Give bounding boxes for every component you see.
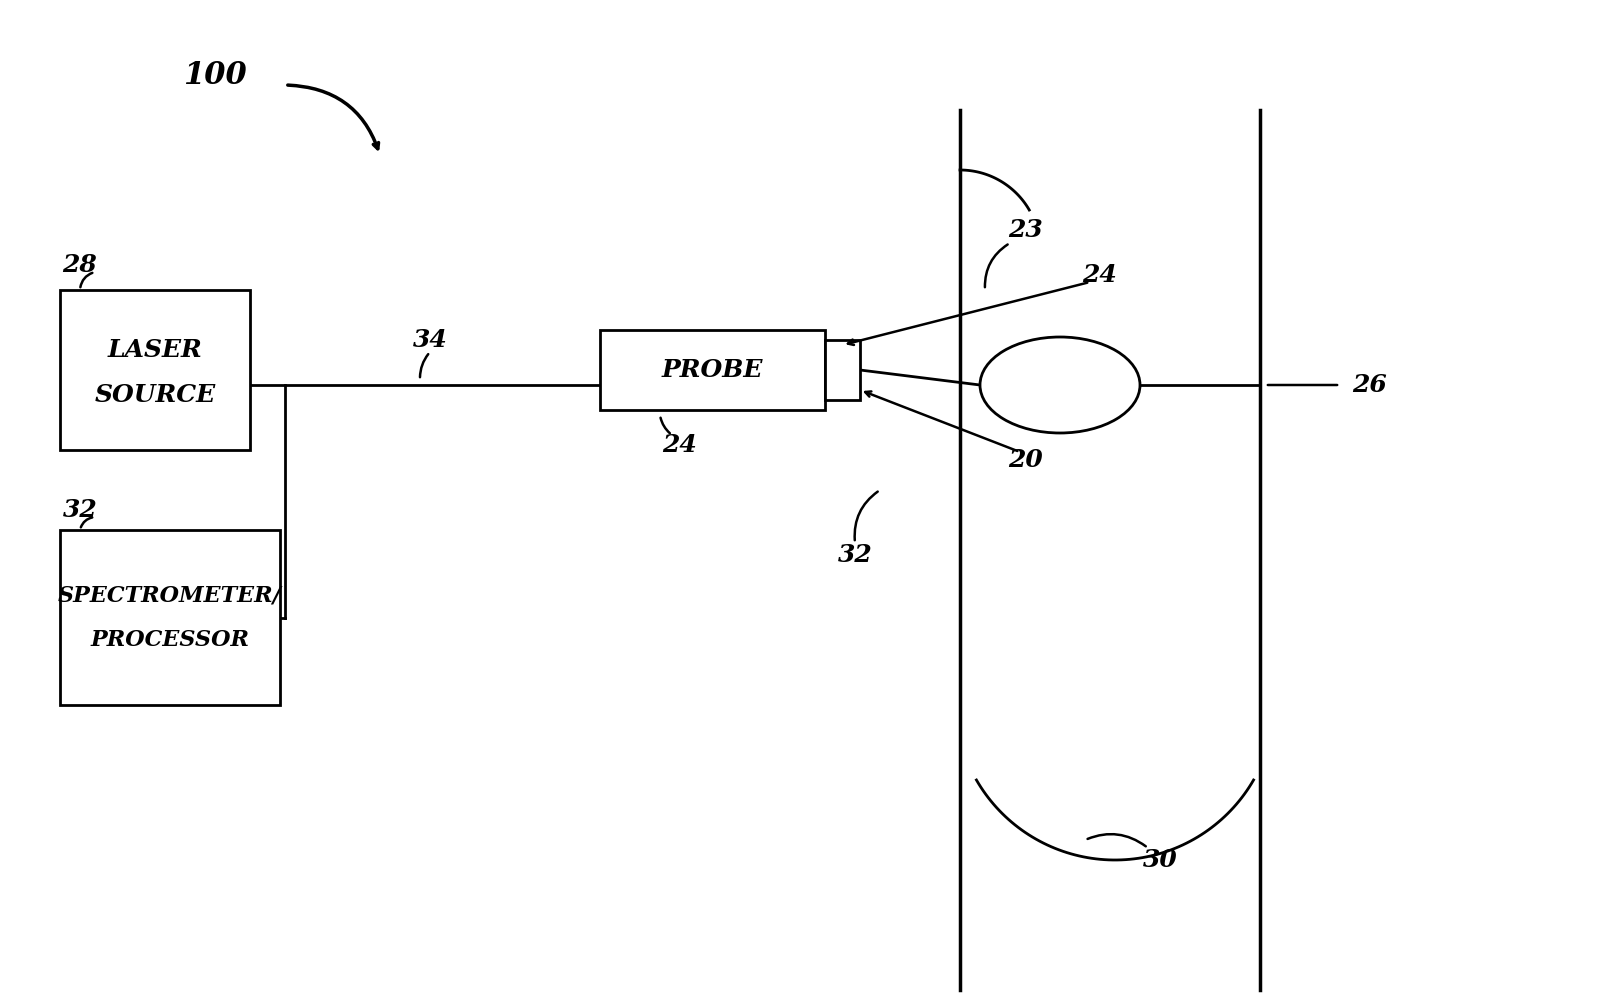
- Text: 24: 24: [663, 433, 697, 457]
- Text: 28: 28: [63, 253, 97, 277]
- Text: 23: 23: [1008, 218, 1042, 242]
- Text: 24: 24: [1082, 263, 1117, 287]
- Bar: [60, 290, 250, 450]
- Text: 34: 34: [412, 328, 448, 352]
- Text: PROCESSOR: PROCESSOR: [90, 629, 250, 651]
- Bar: [824, 340, 860, 400]
- Text: PROBE: PROBE: [662, 358, 763, 382]
- Ellipse shape: [980, 337, 1140, 433]
- Text: SOURCE: SOURCE: [95, 383, 216, 407]
- Text: 32: 32: [63, 498, 97, 522]
- Text: 32: 32: [837, 543, 873, 567]
- Text: 30: 30: [1143, 848, 1177, 872]
- Text: LASER: LASER: [108, 338, 203, 362]
- Bar: [601, 330, 824, 410]
- Bar: [60, 530, 280, 705]
- Text: 26: 26: [1352, 373, 1388, 397]
- Text: 100: 100: [184, 59, 246, 91]
- Text: 20: 20: [1008, 448, 1042, 472]
- Text: SPECTROMETER/: SPECTROMETER/: [58, 584, 282, 607]
